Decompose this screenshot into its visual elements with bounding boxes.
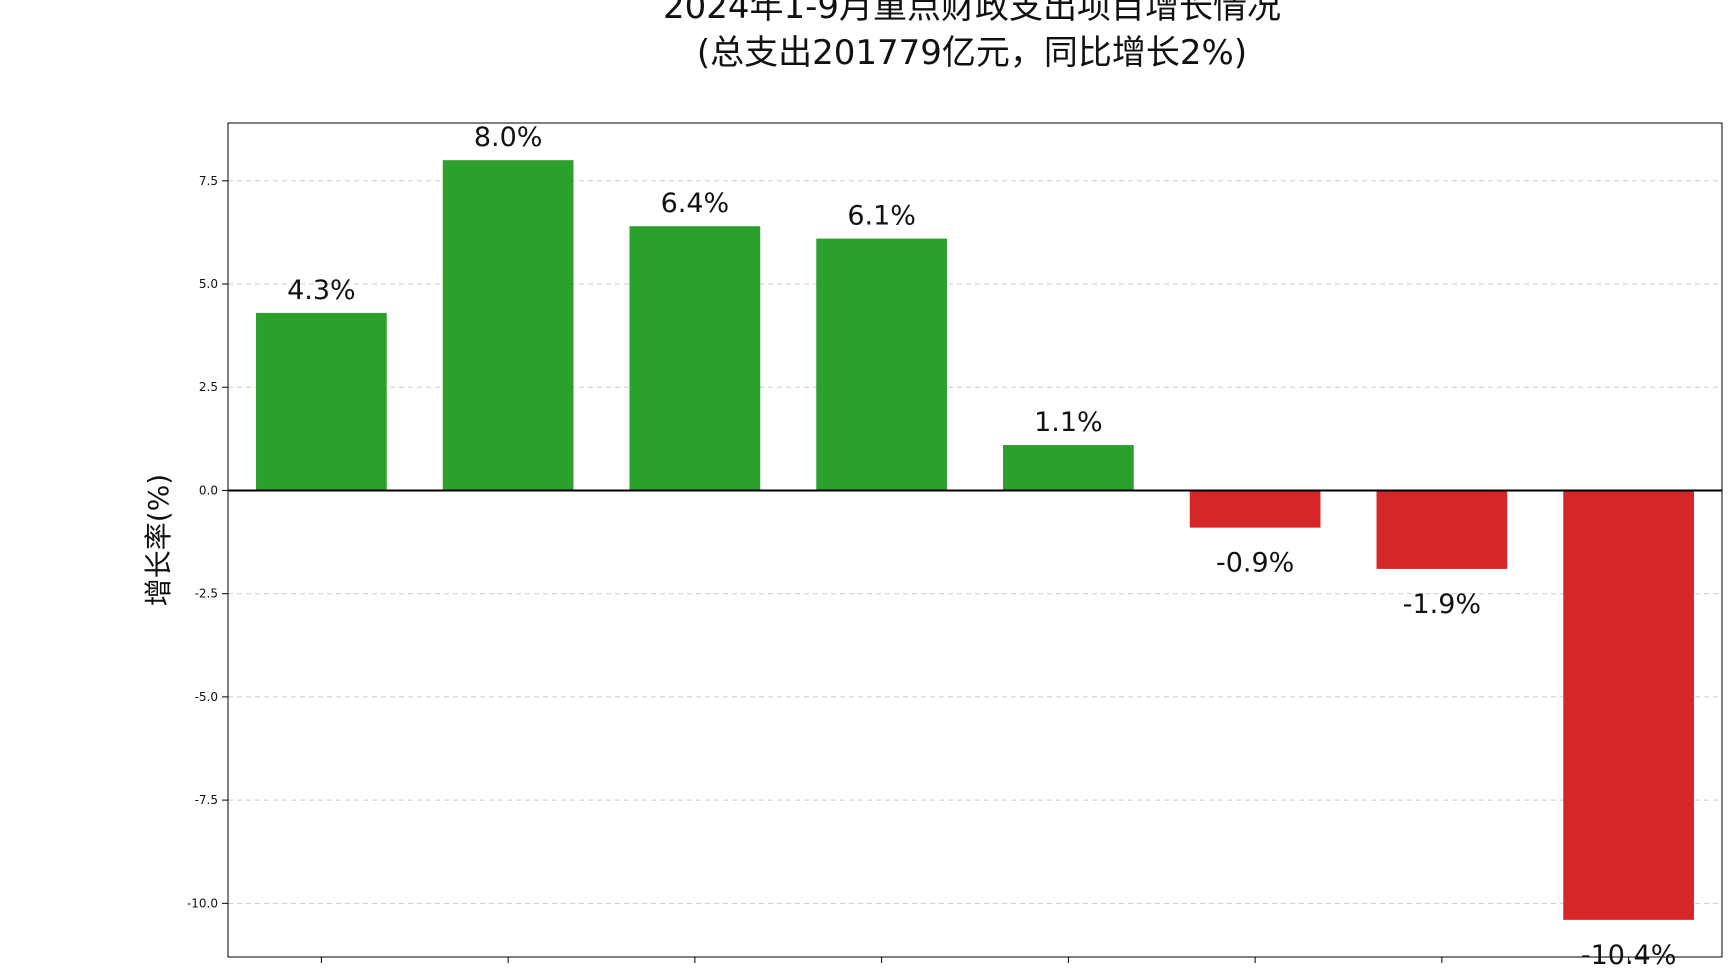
y-tick-label: 7.5 — [199, 174, 218, 188]
y-axis-label: 增长率(%) — [142, 474, 175, 606]
y-tick-label: -2.5 — [195, 587, 218, 601]
bar — [629, 226, 761, 491]
bar — [1376, 490, 1508, 569]
data-label: 8.0% — [474, 122, 543, 153]
data-label: -1.9% — [1403, 589, 1481, 620]
plot-frame — [227, 122, 1723, 958]
data-label: 6.1% — [847, 201, 916, 232]
chart-title: 2024年1-9月重点财政支出项目增长情况 — [663, 0, 1281, 27]
bar — [1189, 490, 1321, 528]
x-axis-ticks — [320, 957, 1630, 963]
bar — [1563, 490, 1694, 920]
chart-subtitle: (总支出201779亿元，同比增长2%) — [697, 33, 1247, 73]
y-tick-label: -5.0 — [195, 690, 218, 704]
data-label: 6.4% — [661, 188, 730, 219]
data-label: 4.3% — [287, 275, 356, 306]
bar — [442, 160, 574, 491]
bar — [816, 238, 947, 491]
y-tick-label: 5.0 — [199, 277, 218, 291]
y-tick-label: 0.0 — [199, 483, 218, 497]
y-tick-label: 2.5 — [199, 380, 218, 394]
y-axis-ticks: -10.0 -7.5 -5.0 -2.5 0.0 2.5 5.0 7.5 — [187, 174, 228, 910]
y-tick-label: -10.0 — [187, 896, 218, 910]
data-label: -0.9% — [1216, 548, 1294, 579]
data-labels: 4.3% 8.0% 6.4% 6.1% 1.1% -0.9% -1.9% -10.4% — [287, 122, 1676, 971]
data-label: 1.1% — [1034, 407, 1103, 438]
bar — [256, 312, 387, 491]
bars — [256, 160, 1694, 920]
bar — [1003, 445, 1134, 491]
y-tick-label: -7.5 — [195, 793, 218, 807]
data-label: -10.4% — [1581, 940, 1677, 971]
